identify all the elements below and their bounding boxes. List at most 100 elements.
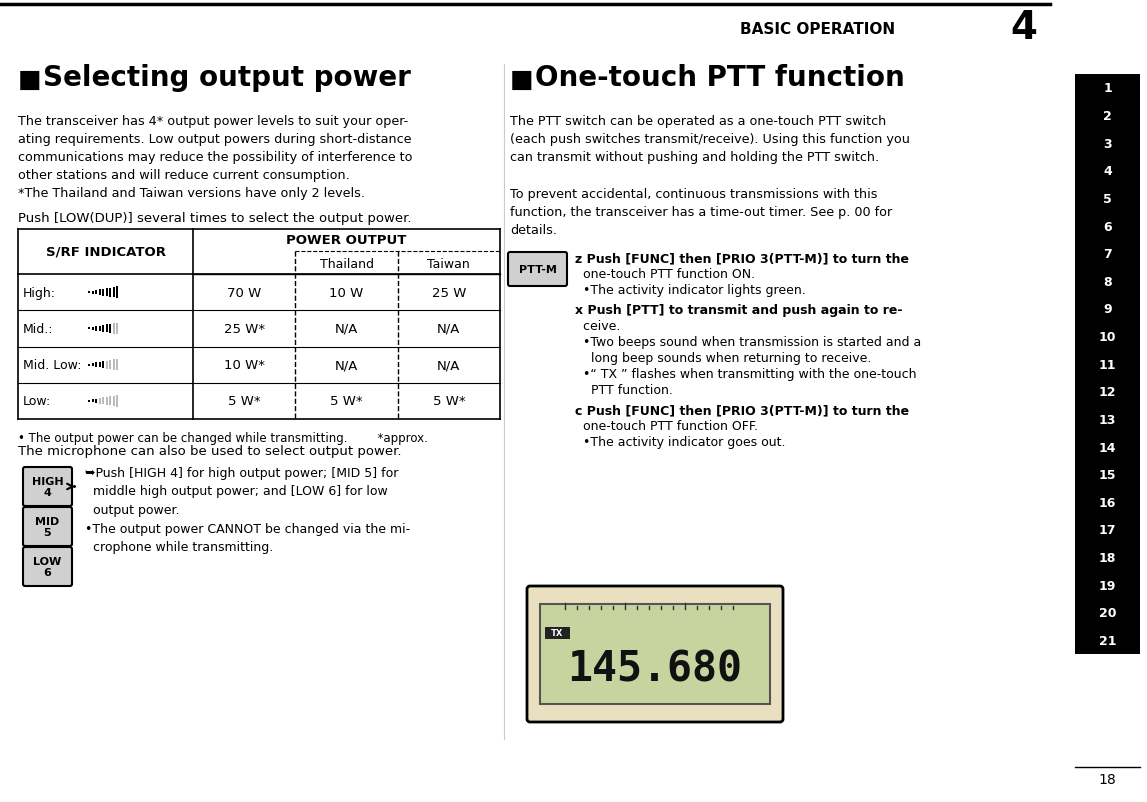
Text: The PTT switch can be operated as a one-touch PTT switch
(each push switches tra: The PTT switch can be operated as a one-… <box>510 115 910 164</box>
Text: long beep sounds when returning to receive.: long beep sounds when returning to recei… <box>575 351 872 365</box>
Text: 21: 21 <box>1099 634 1116 647</box>
Text: HIGH
4: HIGH 4 <box>32 476 63 498</box>
Text: Thailand: Thailand <box>320 257 374 270</box>
Text: ■: ■ <box>510 68 533 92</box>
Bar <box>102 326 104 332</box>
Text: one-touch PTT function ON.: one-touch PTT function ON. <box>575 268 755 281</box>
Bar <box>92 363 94 367</box>
Text: • The output power can be changed while transmitting.        *approx.: • The output power can be changed while … <box>18 431 428 444</box>
Bar <box>106 397 108 405</box>
Text: 25 W*: 25 W* <box>224 322 265 335</box>
Text: •“ TX ” flashes when transmitting with the one-touch: •“ TX ” flashes when transmitting with t… <box>575 367 916 380</box>
Text: S/RF INDICATOR: S/RF INDICATOR <box>46 245 165 258</box>
Text: ➥Push [HIGH 4] for high output power; [MID 5] for
  middle high output power; an: ➥Push [HIGH 4] for high output power; [M… <box>85 467 411 553</box>
Text: 11: 11 <box>1099 358 1116 371</box>
Bar <box>99 326 101 332</box>
Text: 4: 4 <box>1011 9 1037 47</box>
Text: N/A: N/A <box>335 322 358 335</box>
Text: LOW
6: LOW 6 <box>33 556 62 577</box>
Text: one-touch PTT function OFF.: one-touch PTT function OFF. <box>575 419 758 432</box>
Bar <box>88 400 89 403</box>
Bar <box>540 604 770 704</box>
Bar <box>95 290 97 295</box>
Text: •Two beeps sound when transmission is started and a: •Two beeps sound when transmission is st… <box>575 335 921 349</box>
Text: 145.680: 145.680 <box>568 648 742 691</box>
Text: x Push [PTT] to transmit and push again to re-: x Push [PTT] to transmit and push again … <box>575 304 903 317</box>
Bar <box>95 363 97 367</box>
Bar <box>99 290 101 296</box>
Text: c Push [FUNC] then [PRIO 3(PTT-M)] to turn the: c Push [FUNC] then [PRIO 3(PTT-M)] to tu… <box>575 403 910 416</box>
Text: 10 W: 10 W <box>329 286 364 299</box>
Text: 18: 18 <box>1099 772 1116 786</box>
Text: N/A: N/A <box>437 322 461 335</box>
Text: The transceiver has 4* output power levels to suit your oper-
ating requirements: The transceiver has 4* output power leve… <box>18 115 413 200</box>
Bar <box>116 395 118 407</box>
FancyBboxPatch shape <box>526 586 783 722</box>
Bar <box>92 291 94 294</box>
Bar <box>92 327 94 330</box>
Text: •The activity indicator goes out.: •The activity indicator goes out. <box>575 435 786 448</box>
Bar <box>116 359 118 371</box>
Text: 5 W*: 5 W* <box>432 395 466 408</box>
FancyBboxPatch shape <box>23 547 72 586</box>
Text: 9: 9 <box>1103 303 1111 316</box>
Text: 2: 2 <box>1103 110 1111 123</box>
Text: POWER OUTPUT: POWER OUTPUT <box>287 233 407 246</box>
Text: 5: 5 <box>1103 192 1111 206</box>
Bar <box>102 290 104 296</box>
Text: Mid. Low:: Mid. Low: <box>23 358 81 371</box>
Text: 16: 16 <box>1099 496 1116 509</box>
Text: 3: 3 <box>1103 138 1111 151</box>
Bar <box>99 399 101 404</box>
Text: N/A: N/A <box>335 358 358 371</box>
Text: MID
5: MID 5 <box>36 516 60 537</box>
Text: Low:: Low: <box>23 395 52 408</box>
Text: One-touch PTT function: One-touch PTT function <box>535 64 905 92</box>
FancyBboxPatch shape <box>508 253 567 286</box>
Text: Taiwan: Taiwan <box>428 257 470 270</box>
FancyBboxPatch shape <box>23 508 72 546</box>
Bar <box>112 360 115 371</box>
Text: 20: 20 <box>1099 606 1116 619</box>
Bar <box>109 361 111 370</box>
Text: 25 W: 25 W <box>431 286 466 299</box>
Text: 6: 6 <box>1103 221 1111 233</box>
Bar <box>88 292 89 294</box>
Text: 10: 10 <box>1099 330 1116 343</box>
Text: 13: 13 <box>1099 413 1116 427</box>
Text: 17: 17 <box>1099 524 1116 537</box>
Text: Push [LOW(DUP)] several times to select the output power.: Push [LOW(DUP)] several times to select … <box>18 212 412 225</box>
Bar <box>545 627 570 639</box>
Text: BASIC OPERATION: BASIC OPERATION <box>740 22 895 38</box>
Text: Selecting output power: Selecting output power <box>42 64 411 92</box>
Text: 15: 15 <box>1099 468 1116 481</box>
Bar <box>106 325 108 333</box>
Text: TX: TX <box>551 629 563 638</box>
Bar <box>102 398 104 405</box>
Bar <box>92 399 94 403</box>
Text: The microphone can also be used to select output power.: The microphone can also be used to selec… <box>18 444 401 457</box>
Bar <box>95 326 97 331</box>
FancyBboxPatch shape <box>23 468 72 506</box>
Bar <box>109 288 111 298</box>
Text: N/A: N/A <box>437 358 461 371</box>
Text: 8: 8 <box>1103 276 1111 289</box>
Bar <box>109 324 111 334</box>
Text: 5 W*: 5 W* <box>228 395 260 408</box>
Text: High:: High: <box>23 286 56 299</box>
Bar <box>106 361 108 369</box>
Text: 18: 18 <box>1099 551 1116 565</box>
Text: 4: 4 <box>1103 165 1111 178</box>
Bar <box>112 324 115 334</box>
Bar <box>88 364 89 367</box>
Text: ceive.: ceive. <box>575 320 621 333</box>
Bar <box>116 323 118 334</box>
Bar <box>112 288 115 298</box>
Text: ■: ■ <box>18 68 41 92</box>
Text: z Push [FUNC] then [PRIO 3(PTT-M)] to turn the: z Push [FUNC] then [PRIO 3(PTT-M)] to tu… <box>575 252 910 265</box>
Text: 5 W*: 5 W* <box>330 395 362 408</box>
Text: To prevent accidental, continuous transmissions with this
function, the transcei: To prevent accidental, continuous transm… <box>510 188 892 237</box>
Bar <box>95 399 97 403</box>
Text: 12: 12 <box>1099 386 1116 399</box>
Text: 70 W: 70 W <box>227 286 262 299</box>
